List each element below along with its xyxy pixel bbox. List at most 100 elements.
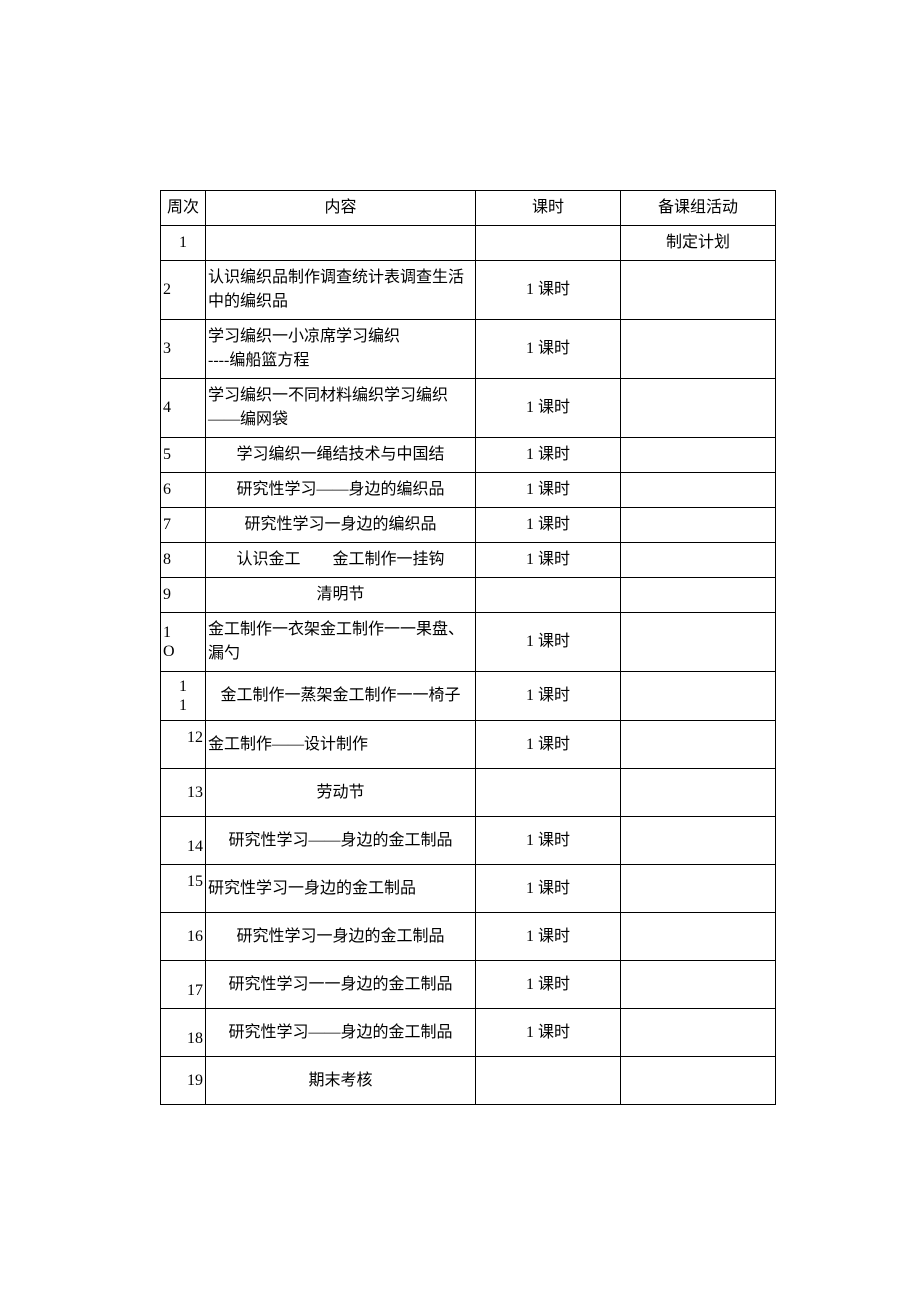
table-row: 14研究性学习——身边的金工制品1 课时 — [161, 817, 776, 865]
cell-hours — [476, 1057, 621, 1105]
table-header-row: 周次 内容 课时 备课组活动 — [161, 191, 776, 226]
cell-activity — [621, 379, 776, 438]
header-week: 周次 — [161, 191, 206, 226]
cell-week: 1 1 — [161, 672, 206, 721]
table-row: 12金工制作——设计制作1 课时 — [161, 721, 776, 769]
cell-activity — [621, 961, 776, 1009]
cell-content: 认识金工 金工制作一挂钩 — [206, 543, 476, 578]
cell-week: 18 — [161, 1009, 206, 1057]
document-page: 周次 内容 课时 备课组活动 1制定计划2认识编织品制作调查统计表调查生活中的编… — [0, 0, 920, 1301]
cell-content: 研究性学习——身边的金工制品 — [206, 1009, 476, 1057]
cell-hours: 1 课时 — [476, 320, 621, 379]
cell-activity — [621, 672, 776, 721]
cell-activity — [621, 473, 776, 508]
table-row: 1制定计划 — [161, 226, 776, 261]
cell-hours: 1 课时 — [476, 672, 621, 721]
cell-week: 1 O — [161, 613, 206, 672]
cell-activity — [621, 320, 776, 379]
cell-week: 4 — [161, 379, 206, 438]
table-row: 9清明节 — [161, 578, 776, 613]
cell-week: 7 — [161, 508, 206, 543]
table-row: 15研究性学习一身边的金工制品1 课时 — [161, 865, 776, 913]
cell-hours — [476, 226, 621, 261]
cell-week: 3 — [161, 320, 206, 379]
cell-activity — [621, 613, 776, 672]
table-row: 18研究性学习——身边的金工制品1 课时 — [161, 1009, 776, 1057]
cell-week: 16 — [161, 913, 206, 961]
cell-hours: 1 课时 — [476, 508, 621, 543]
cell-activity — [621, 508, 776, 543]
table-row: 19期末考核 — [161, 1057, 776, 1105]
table-row: 17研究性学习一一身边的金工制品1 课时 — [161, 961, 776, 1009]
cell-content: 研究性学习——身边的金工制品 — [206, 817, 476, 865]
table-row: 7研究性学习一身边的编织品1 课时 — [161, 508, 776, 543]
cell-activity — [621, 578, 776, 613]
cell-content — [206, 226, 476, 261]
cell-week: 17 — [161, 961, 206, 1009]
cell-content: 金工制作一蒸架金工制作一一椅子 — [206, 672, 476, 721]
table-row: 5学习编织一绳结技术与中国结1 课时 — [161, 438, 776, 473]
cell-hours: 1 课时 — [476, 613, 621, 672]
cell-content: 研究性学习一身边的金工制品 — [206, 865, 476, 913]
header-hours: 课时 — [476, 191, 621, 226]
cell-content: 金工制作——设计制作 — [206, 721, 476, 769]
table-row: 1 1金工制作一蒸架金工制作一一椅子1 课时 — [161, 672, 776, 721]
cell-hours: 1 课时 — [476, 961, 621, 1009]
cell-activity — [621, 438, 776, 473]
cell-hours: 1 课时 — [476, 1009, 621, 1057]
cell-week: 13 — [161, 769, 206, 817]
cell-activity — [621, 543, 776, 578]
cell-hours: 1 课时 — [476, 379, 621, 438]
cell-week: 9 — [161, 578, 206, 613]
cell-hours — [476, 578, 621, 613]
cell-activity — [621, 769, 776, 817]
table-row: 1 O金工制作一衣架金工制作一一果盘、漏勺1 课时 — [161, 613, 776, 672]
cell-activity — [621, 721, 776, 769]
cell-content: 劳动节 — [206, 769, 476, 817]
cell-week: 14 — [161, 817, 206, 865]
cell-content: 学习编织一绳结技术与中国结 — [206, 438, 476, 473]
cell-content: 学习编织一小凉席学习编织 ----编船篮方程 — [206, 320, 476, 379]
table-row: 8认识金工 金工制作一挂钩1 课时 — [161, 543, 776, 578]
cell-hours: 1 课时 — [476, 721, 621, 769]
cell-content: 研究性学习一一身边的金工制品 — [206, 961, 476, 1009]
table-row: 4学习编织一不同材料编织学习编织——编网袋1 课时 — [161, 379, 776, 438]
table-row: 16研究性学习一身边的金工制品1 课时 — [161, 913, 776, 961]
cell-content: 学习编织一不同材料编织学习编织——编网袋 — [206, 379, 476, 438]
table-row: 13劳动节 — [161, 769, 776, 817]
cell-week: 8 — [161, 543, 206, 578]
cell-hours — [476, 769, 621, 817]
cell-week: 2 — [161, 261, 206, 320]
cell-hours: 1 课时 — [476, 473, 621, 508]
cell-activity — [621, 261, 776, 320]
cell-hours: 1 课时 — [476, 865, 621, 913]
cell-content: 金工制作一衣架金工制作一一果盘、漏勺 — [206, 613, 476, 672]
table-row: 2认识编织品制作调查统计表调查生活中的编织品1 课时 — [161, 261, 776, 320]
cell-activity — [621, 865, 776, 913]
cell-week: 12 — [161, 721, 206, 769]
cell-content: 研究性学习——身边的编织品 — [206, 473, 476, 508]
cell-hours: 1 课时 — [476, 817, 621, 865]
cell-week: 15 — [161, 865, 206, 913]
cell-hours: 1 课时 — [476, 261, 621, 320]
cell-content: 认识编织品制作调查统计表调查生活中的编织品 — [206, 261, 476, 320]
cell-hours: 1 课时 — [476, 543, 621, 578]
cell-week: 5 — [161, 438, 206, 473]
header-content: 内容 — [206, 191, 476, 226]
cell-hours: 1 课时 — [476, 913, 621, 961]
cell-activity — [621, 1057, 776, 1105]
table-row: 3学习编织一小凉席学习编织 ----编船篮方程1 课时 — [161, 320, 776, 379]
cell-hours: 1 课时 — [476, 438, 621, 473]
cell-activity — [621, 913, 776, 961]
cell-content: 研究性学习一身边的编织品 — [206, 508, 476, 543]
table-row: 6研究性学习——身边的编织品1 课时 — [161, 473, 776, 508]
cell-week: 19 — [161, 1057, 206, 1105]
cell-content: 研究性学习一身边的金工制品 — [206, 913, 476, 961]
table-body: 1制定计划2认识编织品制作调查统计表调查生活中的编织品1 课时3学习编织一小凉席… — [161, 226, 776, 1105]
cell-activity — [621, 817, 776, 865]
schedule-table: 周次 内容 课时 备课组活动 1制定计划2认识编织品制作调查统计表调查生活中的编… — [160, 190, 776, 1105]
header-activity: 备课组活动 — [621, 191, 776, 226]
cell-activity — [621, 1009, 776, 1057]
cell-content: 清明节 — [206, 578, 476, 613]
cell-week: 6 — [161, 473, 206, 508]
